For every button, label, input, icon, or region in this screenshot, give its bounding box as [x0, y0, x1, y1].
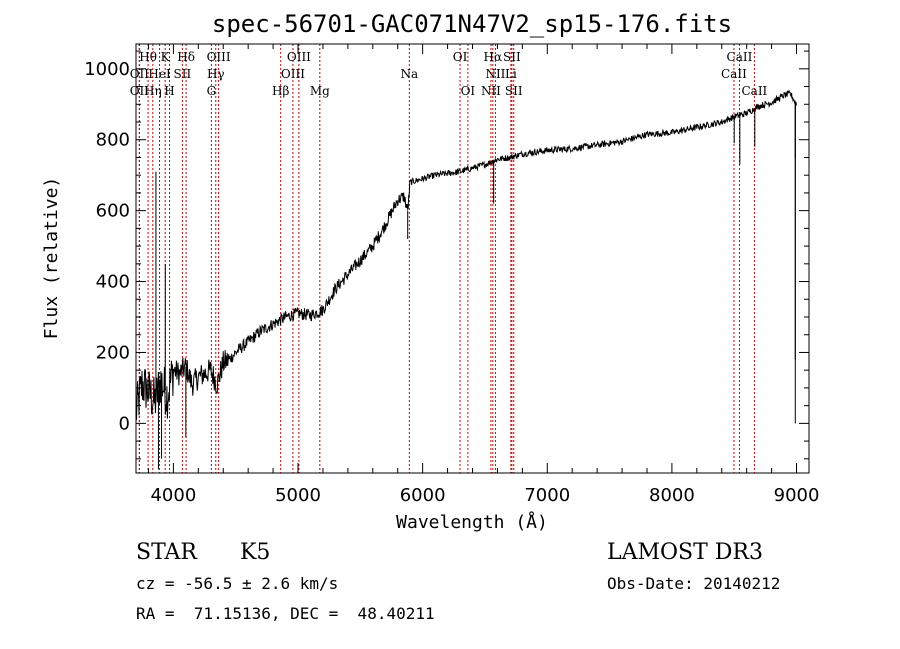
emission-line-label: Li [505, 67, 517, 81]
coordinates: RA = 71.15136, DEC = 48.40211 [136, 604, 435, 623]
emission-line-label: SII [505, 84, 523, 98]
emission-line-label: Hα [484, 50, 503, 64]
redshift-cz: cz = -56.5 ± 2.6 km/s [136, 574, 339, 593]
y-axis-label: Flux (relative) [41, 177, 62, 340]
emission-line-label: Hδ [177, 50, 195, 64]
emission-line-label: G [207, 84, 217, 98]
emission-line-label: K [161, 50, 171, 64]
emission-line-label: Mg [310, 84, 330, 98]
x-tick-label: 5000 [275, 485, 321, 506]
y-tick-label: 800 [96, 130, 130, 151]
chart-title: spec-56701-GAC071N47V2_sp15-176.fits [212, 10, 732, 38]
emission-line-label: Hβ [272, 84, 289, 98]
emission-line-label: OII [130, 84, 150, 98]
object-class: STAR [136, 540, 197, 565]
survey-name: LAMOST DR3 [607, 540, 763, 565]
emission-line-label: Hγ [207, 67, 225, 81]
emission-line-label: CaII [721, 67, 747, 81]
emission-line-label: Na [400, 67, 418, 81]
spectrum-line [135, 89, 797, 421]
y-tick-label: 400 [96, 272, 130, 293]
emission-line-label: OIII [281, 67, 305, 81]
emission-line-label: SII [503, 50, 521, 64]
axis-tick-labels: 4000 5000 6000 7000 8000 9000 0 200 400 600 800 100… [84, 59, 819, 506]
emission-line-label: Hθ [139, 50, 157, 64]
emission-line-label: OI [461, 84, 476, 98]
emission-line-label: OIII [287, 50, 311, 64]
emission-line-label: NII [481, 84, 501, 98]
x-tick-label: 9000 [774, 485, 820, 506]
emission-line-label: CaII [727, 50, 753, 64]
y-tick-label: 600 [96, 201, 130, 222]
x-tick-label: 8000 [649, 485, 695, 506]
emission-line-label: OII [130, 67, 150, 81]
emission-line-label: SII [174, 67, 192, 81]
emission-line-label: Hη [144, 84, 162, 98]
object-subclass: K5 [240, 540, 271, 565]
x-tick-label: 6000 [400, 485, 446, 506]
emission-line-label: OI [453, 50, 468, 64]
emission-line-label: CaII [741, 84, 767, 98]
x-tick-label: 7000 [524, 485, 570, 506]
obs-date: Obs-Date: 20140212 [607, 574, 781, 593]
emission-line-label: HeI [148, 67, 171, 81]
y-tick-label: 0 [119, 413, 130, 434]
emission-line-label: NII [485, 67, 505, 81]
emission-line-label: OIII [207, 50, 231, 64]
plot-frame [135, 43, 810, 474]
emission-line-label: H [164, 84, 174, 98]
spectrum-series [135, 89, 797, 470]
y-tick-label: 200 [96, 342, 130, 363]
x-tick-label: 4000 [150, 485, 196, 506]
emission-line-markers [138, 44, 755, 473]
x-axis-label: Wavelength (Å) [396, 511, 548, 533]
y-tick-label: 1000 [84, 59, 130, 80]
axis-ticks [136, 44, 809, 473]
